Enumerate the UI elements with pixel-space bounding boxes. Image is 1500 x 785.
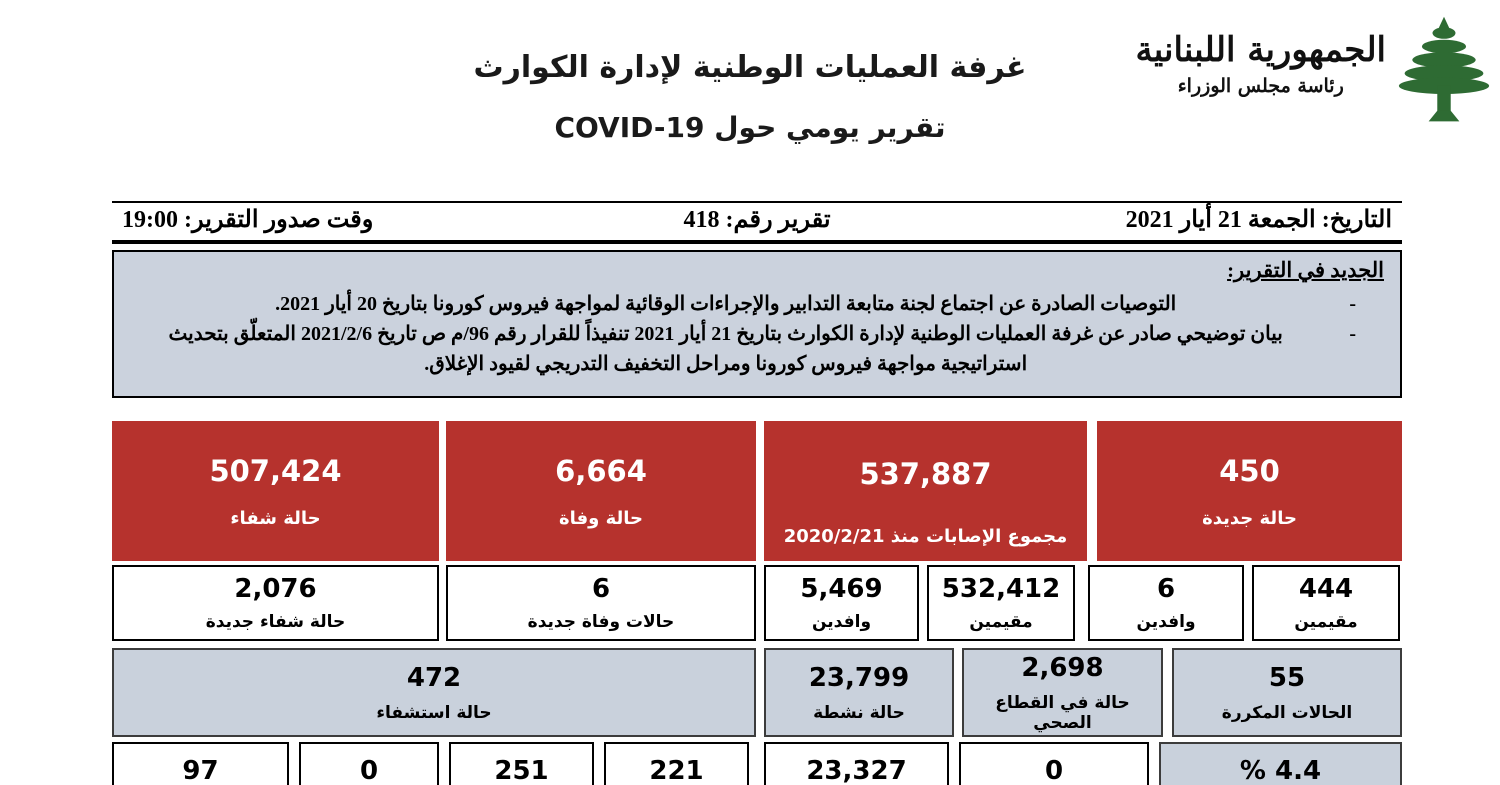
stat-label: الحالات المكررة (1221, 702, 1353, 723)
stat-value: 97 (182, 756, 219, 785)
stat-value: 0 (1044, 756, 1064, 785)
stat-value: 251 (494, 756, 549, 785)
stat-active-cases: 23,799 حالة نشطة (764, 648, 954, 737)
stat-label: حالة شفاء (230, 507, 321, 529)
whats-new-bullet-2: - بيان توضيحي صادر عن غرفة العمليات الوط… (130, 319, 1384, 379)
stat-value: 472 (406, 662, 462, 693)
stat-new-cases-arrivals: 6 وافدين (1088, 565, 1244, 641)
stat-label: حالة شفاء جديدة (205, 612, 346, 632)
stat-partial-6: 0 (299, 742, 439, 785)
whats-new-heading: الجديد في التقرير: (1227, 258, 1384, 282)
stat-total-residents: 532,412 مقيمين (927, 565, 1075, 641)
stat-new-cases: 450 حالة جديدة (1097, 421, 1402, 561)
stat-value: 6 (1156, 574, 1176, 604)
stat-label: حالة في القطاع الصحي (995, 692, 1130, 733)
stat-total-arrivals: 5,469 وافدين (764, 565, 919, 641)
bullet-text: بيان توضيحي صادر عن غرفة العمليات الوطني… (168, 323, 1283, 375)
stat-value: 0 (359, 756, 379, 785)
stat-value: 23,327 (806, 756, 907, 785)
bullet-text: التوصيات الصادرة عن اجتماع لجنة متابعة ا… (275, 293, 1177, 315)
stat-value: 2,698 (1021, 652, 1104, 683)
stat-new-cases-residents: 444 مقيمين (1252, 565, 1400, 641)
stat-partial-4: 221 (604, 742, 749, 785)
stat-total-deaths: 6,664 حالة وفاة (446, 421, 756, 561)
stat-value: 5,469 (800, 574, 883, 604)
stat-value: 537,887 (859, 457, 992, 491)
stat-percentage: 4.4 % (1159, 742, 1402, 785)
stat-hospitalized-cases: 472 حالة استشفاء (112, 648, 756, 737)
stat-label: وافدين (811, 612, 872, 632)
lebanese-cedar-icon (1398, 16, 1490, 122)
page-subtitle: تقرير يومي حول COVID-19 (554, 111, 946, 144)
stat-label: حالة جديدة (1202, 507, 1297, 529)
stat-label: حالة وفاة (558, 507, 644, 529)
stat-partial-5: 251 (449, 742, 594, 785)
stat-value: 507,424 (209, 453, 342, 488)
government-logo: الجمهورية اللبنانية رئاسة مجلس الوزراء (1136, 14, 1492, 126)
stat-value: 4.4 % (1239, 756, 1322, 785)
report-titles: غرفة العمليات الوطنية لإدارة الكوارث تقر… (0, 50, 1500, 144)
stat-value: 6 (591, 574, 611, 604)
stat-partial-2: 0 (959, 742, 1149, 785)
stat-label: حالات وفاة جديدة (527, 612, 675, 632)
stat-label: مجموع الإصابات منذ 2020/2/21 (783, 526, 1068, 547)
stat-value: 6,664 (555, 453, 647, 488)
stat-label: مقيمين (1294, 612, 1358, 632)
stat-value: 532,412 (941, 574, 1061, 604)
page-title: غرفة العمليات الوطنية لإدارة الكوارث (473, 50, 1027, 85)
stat-partial-7: 97 (112, 742, 289, 785)
stat-value: 221 (649, 756, 704, 785)
stat-label: حالة نشطة (813, 702, 905, 723)
meta-bar: التاريخ: الجمعة 21 أيار 2021 تقرير رقم: … (112, 201, 1402, 244)
stat-label: مقيمين (969, 612, 1033, 632)
stat-value: 444 (1298, 574, 1354, 604)
report-date: التاريخ: الجمعة 21 أيار 2021 (1125, 207, 1392, 233)
stat-partial-3: 23,327 (764, 742, 949, 785)
logo-republic-name: الجمهورية اللبنانية (1135, 30, 1386, 70)
stat-label: حالة استشفاء (376, 702, 492, 723)
whats-new-panel: الجديد في التقرير: - التوصيات الصادرة عن… (112, 250, 1402, 398)
stat-health-sector-cases: 2,698 حالة في القطاع الصحي (962, 648, 1163, 737)
bullet-dash: - (1349, 293, 1356, 315)
stat-new-deaths: 6 حالات وفاة جديدة (446, 565, 756, 641)
stat-value: 23,799 (808, 662, 910, 693)
statistics-grid: 450 حالة جديدة 537,887 مجموع الإصابات من… (112, 421, 1402, 785)
stat-value: 2,076 (234, 574, 317, 604)
stat-total-infections: 537,887 مجموع الإصابات منذ 2020/2/21 (764, 421, 1087, 561)
stat-total-recovered: 507,424 حالة شفاء (112, 421, 439, 561)
logo-council-name: رئاسة مجلس الوزراء (1177, 75, 1344, 98)
logo-text: الجمهورية اللبنانية رئاسة مجلس الوزراء (1136, 14, 1386, 97)
bullet-dash: - (1349, 323, 1356, 345)
stat-value: 55 (1268, 662, 1306, 693)
stat-repeated-cases: 55 الحالات المكررة (1172, 648, 1402, 737)
stat-value: 450 (1219, 453, 1280, 488)
whats-new-bullet-1: - التوصيات الصادرة عن اجتماع لجنة متابعة… (130, 289, 1384, 319)
stat-label: وافدين (1136, 612, 1196, 632)
report-issue-time: وقت صدور التقرير: 19:00 (122, 207, 374, 233)
stat-new-recoveries: 2,076 حالة شفاء جديدة (112, 565, 439, 641)
report-number: تقرير رقم: 418 (683, 207, 831, 233)
